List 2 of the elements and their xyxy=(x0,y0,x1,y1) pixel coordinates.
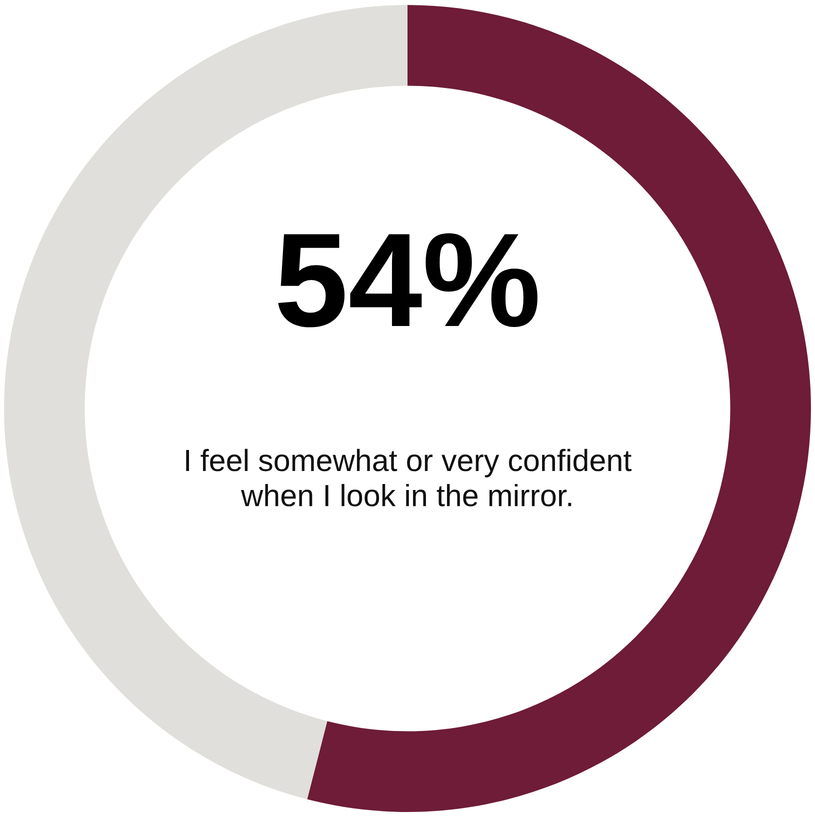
text: I feel somewhat or very confident when I look in the mirror. xyxy=(186,448,632,506)
data-label: 54% xyxy=(278,233,538,328)
